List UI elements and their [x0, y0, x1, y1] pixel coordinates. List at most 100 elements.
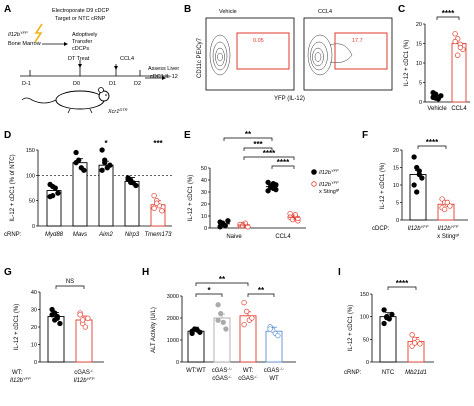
- d-ytick-label: 0: [32, 224, 35, 230]
- f-ytick-label: 0: [396, 218, 399, 224]
- d-2-point: [99, 147, 105, 153]
- h-3-sig-bracket: [247, 293, 275, 297]
- a-crnp-text: Target or NTC cRNP: [55, 16, 106, 22]
- h-2-point: [241, 321, 247, 328]
- h-2-sig-label: *: [207, 286, 211, 295]
- panel-f: F 0 5 10 15 20 IL-12 + cDC1 (%) **** cDCP: Il12b…: [362, 130, 468, 240]
- chart-c: 0 5 10 15 20 IL-12 + cDC1 (%) **** Vehicle CCL4: [404, 9, 470, 112]
- d-4-point: [151, 192, 157, 199]
- c-ccl4-bar: [451, 43, 467, 103]
- d-3-point: [128, 179, 134, 186]
- i-1-point: [417, 341, 423, 347]
- b-gate-ccl4: [334, 32, 388, 70]
- panel-a: A Electroporate D9 cDCP Target or NTC cR…: [4, 4, 179, 115]
- h-3-sig-label: **: [258, 286, 265, 295]
- d-2-bar: [98, 164, 114, 227]
- i-0-point: [384, 314, 390, 321]
- h-xlabel-3-b: WT: [269, 376, 279, 382]
- b-contours-ccl4: [307, 34, 353, 76]
- c-ccl4-point: [457, 44, 463, 51]
- d-xlabel-4: Tmem173: [144, 232, 172, 238]
- d-prefix: cRNP:: [4, 232, 22, 238]
- f-xlabel-2b: x Stinggt: [437, 232, 460, 240]
- h-2-point: [244, 308, 250, 315]
- f-0-point: [414, 164, 420, 171]
- panel-f-letter: F: [362, 130, 368, 141]
- f-xlabel-1: Il12bYFP: [408, 224, 429, 232]
- mouse-icon: [21, 87, 110, 114]
- panel-e-letter: E: [184, 130, 191, 141]
- g-xlabel-2a: cGAS-/-: [74, 368, 94, 376]
- f-ytick-label: 20: [393, 148, 399, 154]
- a-adoptive-2: Transfer: [72, 39, 92, 45]
- i-ytick-label: 0: [366, 360, 369, 366]
- a-dt-treat: DT Treat: [68, 56, 90, 62]
- h-1-point: [220, 319, 226, 326]
- b-title-ccl4: CCL4: [318, 9, 332, 15]
- b-gate-vehicle: [236, 32, 290, 70]
- f-0-point: [414, 189, 420, 195]
- a-assess-2: cDC1 IL-12: [150, 74, 178, 80]
- f-1-point: [442, 206, 448, 213]
- c-xlabel-vehicle: Vehicle: [427, 106, 447, 112]
- e-ccl4-wt-point: [265, 179, 271, 186]
- e-naive-wt-point: [217, 224, 223, 230]
- g-1-point: [77, 312, 83, 318]
- e-1-sig-label: **: [245, 130, 252, 139]
- g-xlabel-2b: Il12bYFP: [74, 376, 95, 384]
- c-ytick-label: 15: [416, 42, 422, 48]
- e-legend-label-2b: x Stinggt: [319, 187, 340, 195]
- g-ytick-label: 40: [31, 290, 37, 296]
- g-0-point: [49, 306, 55, 313]
- e-4-sig-bracket: [271, 165, 295, 169]
- d-0-point: [47, 193, 53, 200]
- h-xlabel-2-b: cGAS-/-: [238, 374, 258, 382]
- c-sig-label: ****: [442, 9, 455, 18]
- panel-b: B Vehicle CCL4 0.05 17.7 CD11c PE/Cy7 YF…: [184, 4, 393, 102]
- g-ytick-label: 0: [34, 360, 37, 366]
- i-xlabel-mb21d1: Mb21d1: [405, 370, 427, 376]
- i-ytick-label: 50: [363, 337, 369, 343]
- panel-i-letter: I: [338, 267, 341, 278]
- g-sig-label: NS: [66, 279, 74, 285]
- h-0-bar: [187, 330, 205, 363]
- d-4-point: [159, 208, 165, 214]
- i-0-point: [381, 307, 387, 313]
- a-day-2: D0: [73, 81, 80, 87]
- f-ylabel: IL-12 + cDC1 (%): [380, 163, 386, 210]
- e-ylabel: IL-12 + cDC1 (%): [188, 175, 194, 222]
- a-arrowhead-1: [64, 42, 68, 46]
- a-assess-1: Assess Liver: [148, 66, 179, 72]
- f-1-point: [439, 196, 445, 202]
- b-contours-vehicle: [209, 34, 231, 76]
- c-ytick-label: 0: [419, 100, 422, 106]
- e-legend-marker-1: [311, 169, 317, 175]
- f-0-point: [411, 182, 417, 188]
- panel-c-letter: C: [398, 4, 405, 15]
- i-ytick-label: 150: [360, 292, 369, 298]
- g-prefix-2: Il12bYFP: [10, 376, 31, 384]
- chart-d: 0 50 100 150 IL-12 + cDC1 (% of NTC) Myd88 Mav…: [4, 139, 172, 238]
- g-0-point: [52, 317, 58, 323]
- panel-h-letter: H: [142, 267, 149, 278]
- e-ccl4-wt-point: [273, 186, 279, 193]
- d-1-point: [73, 160, 79, 166]
- c-vehicle-point: [430, 89, 436, 96]
- d-ytick-label: 100: [26, 173, 35, 179]
- e-naive-wt-point: [225, 218, 231, 224]
- c-ccl4-point: [452, 38, 458, 45]
- e-legend-label-2: Il12bYFP: [319, 180, 339, 188]
- f-0-point: [416, 168, 422, 174]
- panel-d-letter: D: [4, 130, 11, 141]
- i-sig-bracket: [387, 286, 417, 290]
- f-0-point: [411, 154, 417, 160]
- b-xlabel: YFP (IL-12): [274, 96, 305, 102]
- e-ytick-label: 10: [201, 214, 207, 220]
- panel-i: I 0 50 100 150 IL-12 + cDC1 (%) **** cRNP: NTC M…: [338, 267, 434, 376]
- a-gene-text: Il12bYFP: [8, 30, 28, 38]
